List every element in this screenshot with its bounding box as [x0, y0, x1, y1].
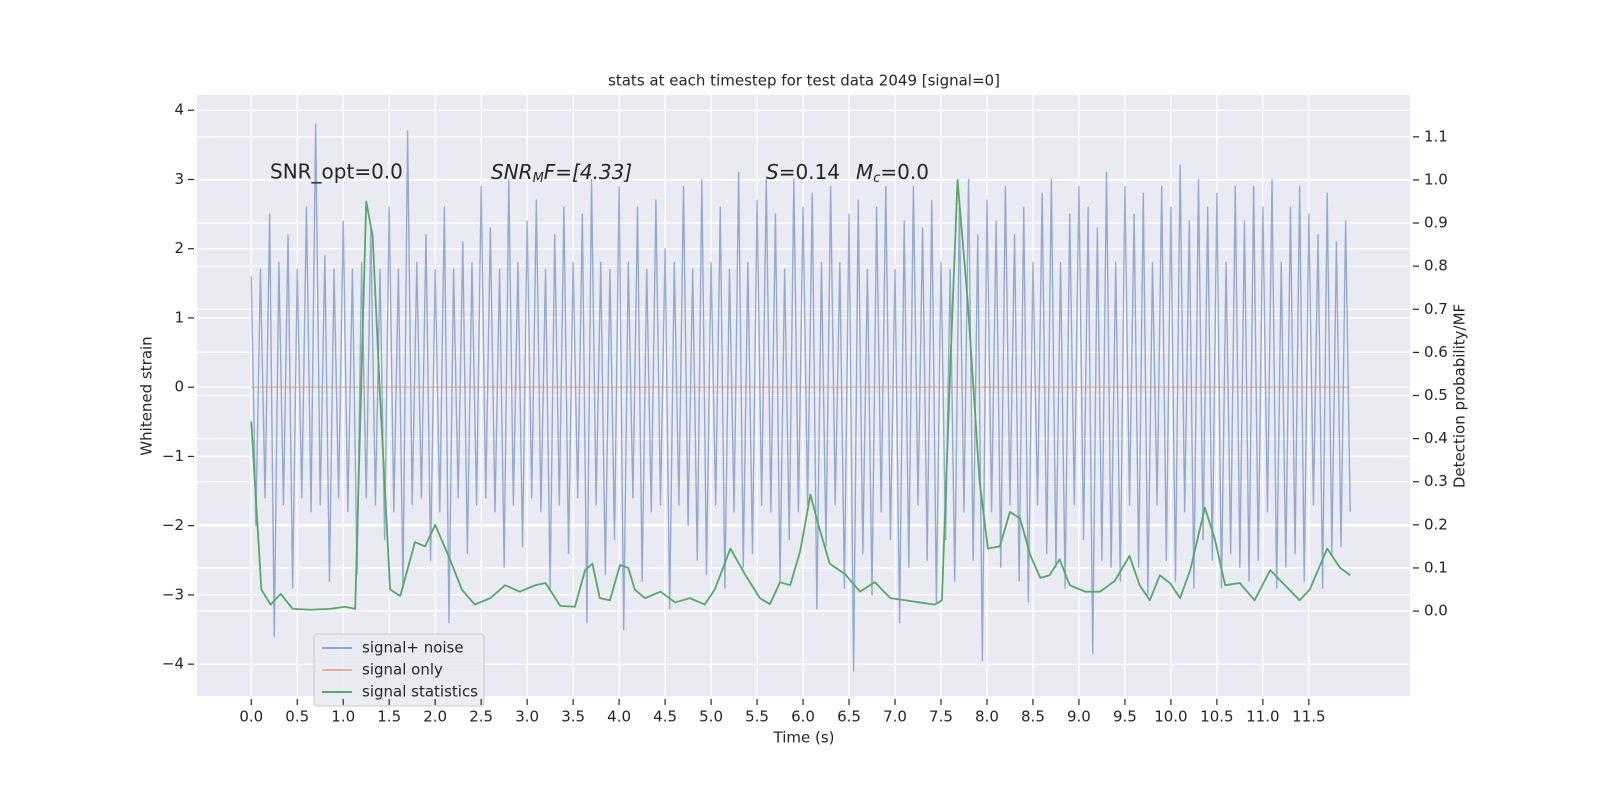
y2-tick-label: 0.0: [1424, 602, 1448, 620]
x-tick-label: 1.0: [331, 708, 355, 726]
x-tick-label: 1.5: [377, 708, 401, 726]
y2-axis-label: Detection probability/MF: [1451, 304, 1469, 488]
x-tick-label: 9.5: [1113, 708, 1137, 726]
annotation: S=0.14 Mc=0.0: [766, 160, 929, 186]
x-tick-label: 9.0: [1067, 708, 1091, 726]
y-tick-label: 1: [174, 308, 184, 326]
y2-tick-label: 0.1: [1424, 558, 1448, 576]
y-tick-label: −4: [162, 655, 184, 673]
legend-label: signal statistics: [362, 683, 478, 701]
y2-tick-label: 0.9: [1424, 214, 1448, 232]
x-tick-label: 3.0: [515, 708, 539, 726]
x-tick-label: 2.5: [469, 708, 493, 726]
y2-tick-label: 0.7: [1424, 300, 1448, 318]
y-axis-label: Whitened strain: [138, 336, 156, 455]
x-tick-label: 8.5: [1021, 708, 1045, 726]
annotation-part: S: [766, 160, 779, 184]
x-tick-label: 6.0: [791, 708, 815, 726]
y-tick-label: −3: [162, 585, 184, 603]
x-tick-label: 8.0: [975, 708, 999, 726]
annotation-part: c: [873, 171, 880, 186]
x-tick-label: 3.5: [561, 708, 585, 726]
chart-title: stats at each timestep for test data 204…: [608, 72, 1000, 90]
y-tick-label: 2: [174, 239, 184, 257]
annotation-part: M: [533, 171, 544, 186]
legend-label: signal only: [362, 661, 443, 679]
x-tick-label: 11.5: [1292, 708, 1325, 726]
x-tick-label: 11.0: [1246, 708, 1279, 726]
x-tick-label: 7.5: [929, 708, 953, 726]
y2-tick-label: 0.4: [1424, 429, 1448, 447]
y-tick-label: −1: [162, 447, 184, 465]
x-tick-label: 10.5: [1200, 708, 1233, 726]
y2-tick-label: 0.3: [1424, 472, 1448, 490]
legend-box: [313, 633, 485, 707]
y2-tick-label: 0.6: [1424, 343, 1448, 361]
x-tick-label: 7.0: [883, 708, 907, 726]
annotation: SNRMF=[4.33]: [491, 160, 632, 186]
y2-tick-label: 0.2: [1424, 515, 1448, 533]
annotation: SNR_opt=0.0: [270, 160, 403, 184]
annotation-part: =0.14: [779, 160, 840, 184]
x-axis-label: Time (s): [773, 729, 835, 747]
x-tick-label: 5.5: [745, 708, 769, 726]
annotation-part: SNR: [491, 160, 533, 184]
annotation-part: =0.0: [880, 160, 929, 184]
x-tick-label: 4.0: [607, 708, 631, 726]
x-tick-label: 4.5: [653, 708, 677, 726]
x-tick-label: 0.0: [239, 708, 263, 726]
legend-label: signal+ noise: [362, 639, 464, 657]
x-tick-label: 5.0: [699, 708, 723, 726]
x-tick-label: 6.5: [837, 708, 861, 726]
annotation-part: M: [856, 160, 873, 184]
y2-tick-label: 1.1: [1424, 127, 1448, 145]
annotation-part: F=[4.33]: [544, 160, 632, 184]
y-tick-label: −2: [162, 516, 184, 534]
x-tick-label: 0.5: [285, 708, 309, 726]
x-tick-label: 10.0: [1154, 708, 1187, 726]
x-tick-label: 2.0: [423, 708, 447, 726]
series-line: [250, 179, 1351, 611]
y-tick-label: 0: [174, 378, 184, 396]
y2-tick-label: 1.0: [1424, 170, 1448, 188]
y-tick-label: 3: [174, 170, 184, 188]
y2-tick-label: 0.8: [1424, 257, 1448, 275]
series-line: [250, 123, 1351, 672]
marks: [250, 123, 1351, 672]
legend: signal+ noise signal only signal statistic…: [313, 633, 485, 707]
y2-tick-label: 0.5: [1424, 386, 1448, 404]
y-tick-label: 4: [174, 101, 184, 119]
